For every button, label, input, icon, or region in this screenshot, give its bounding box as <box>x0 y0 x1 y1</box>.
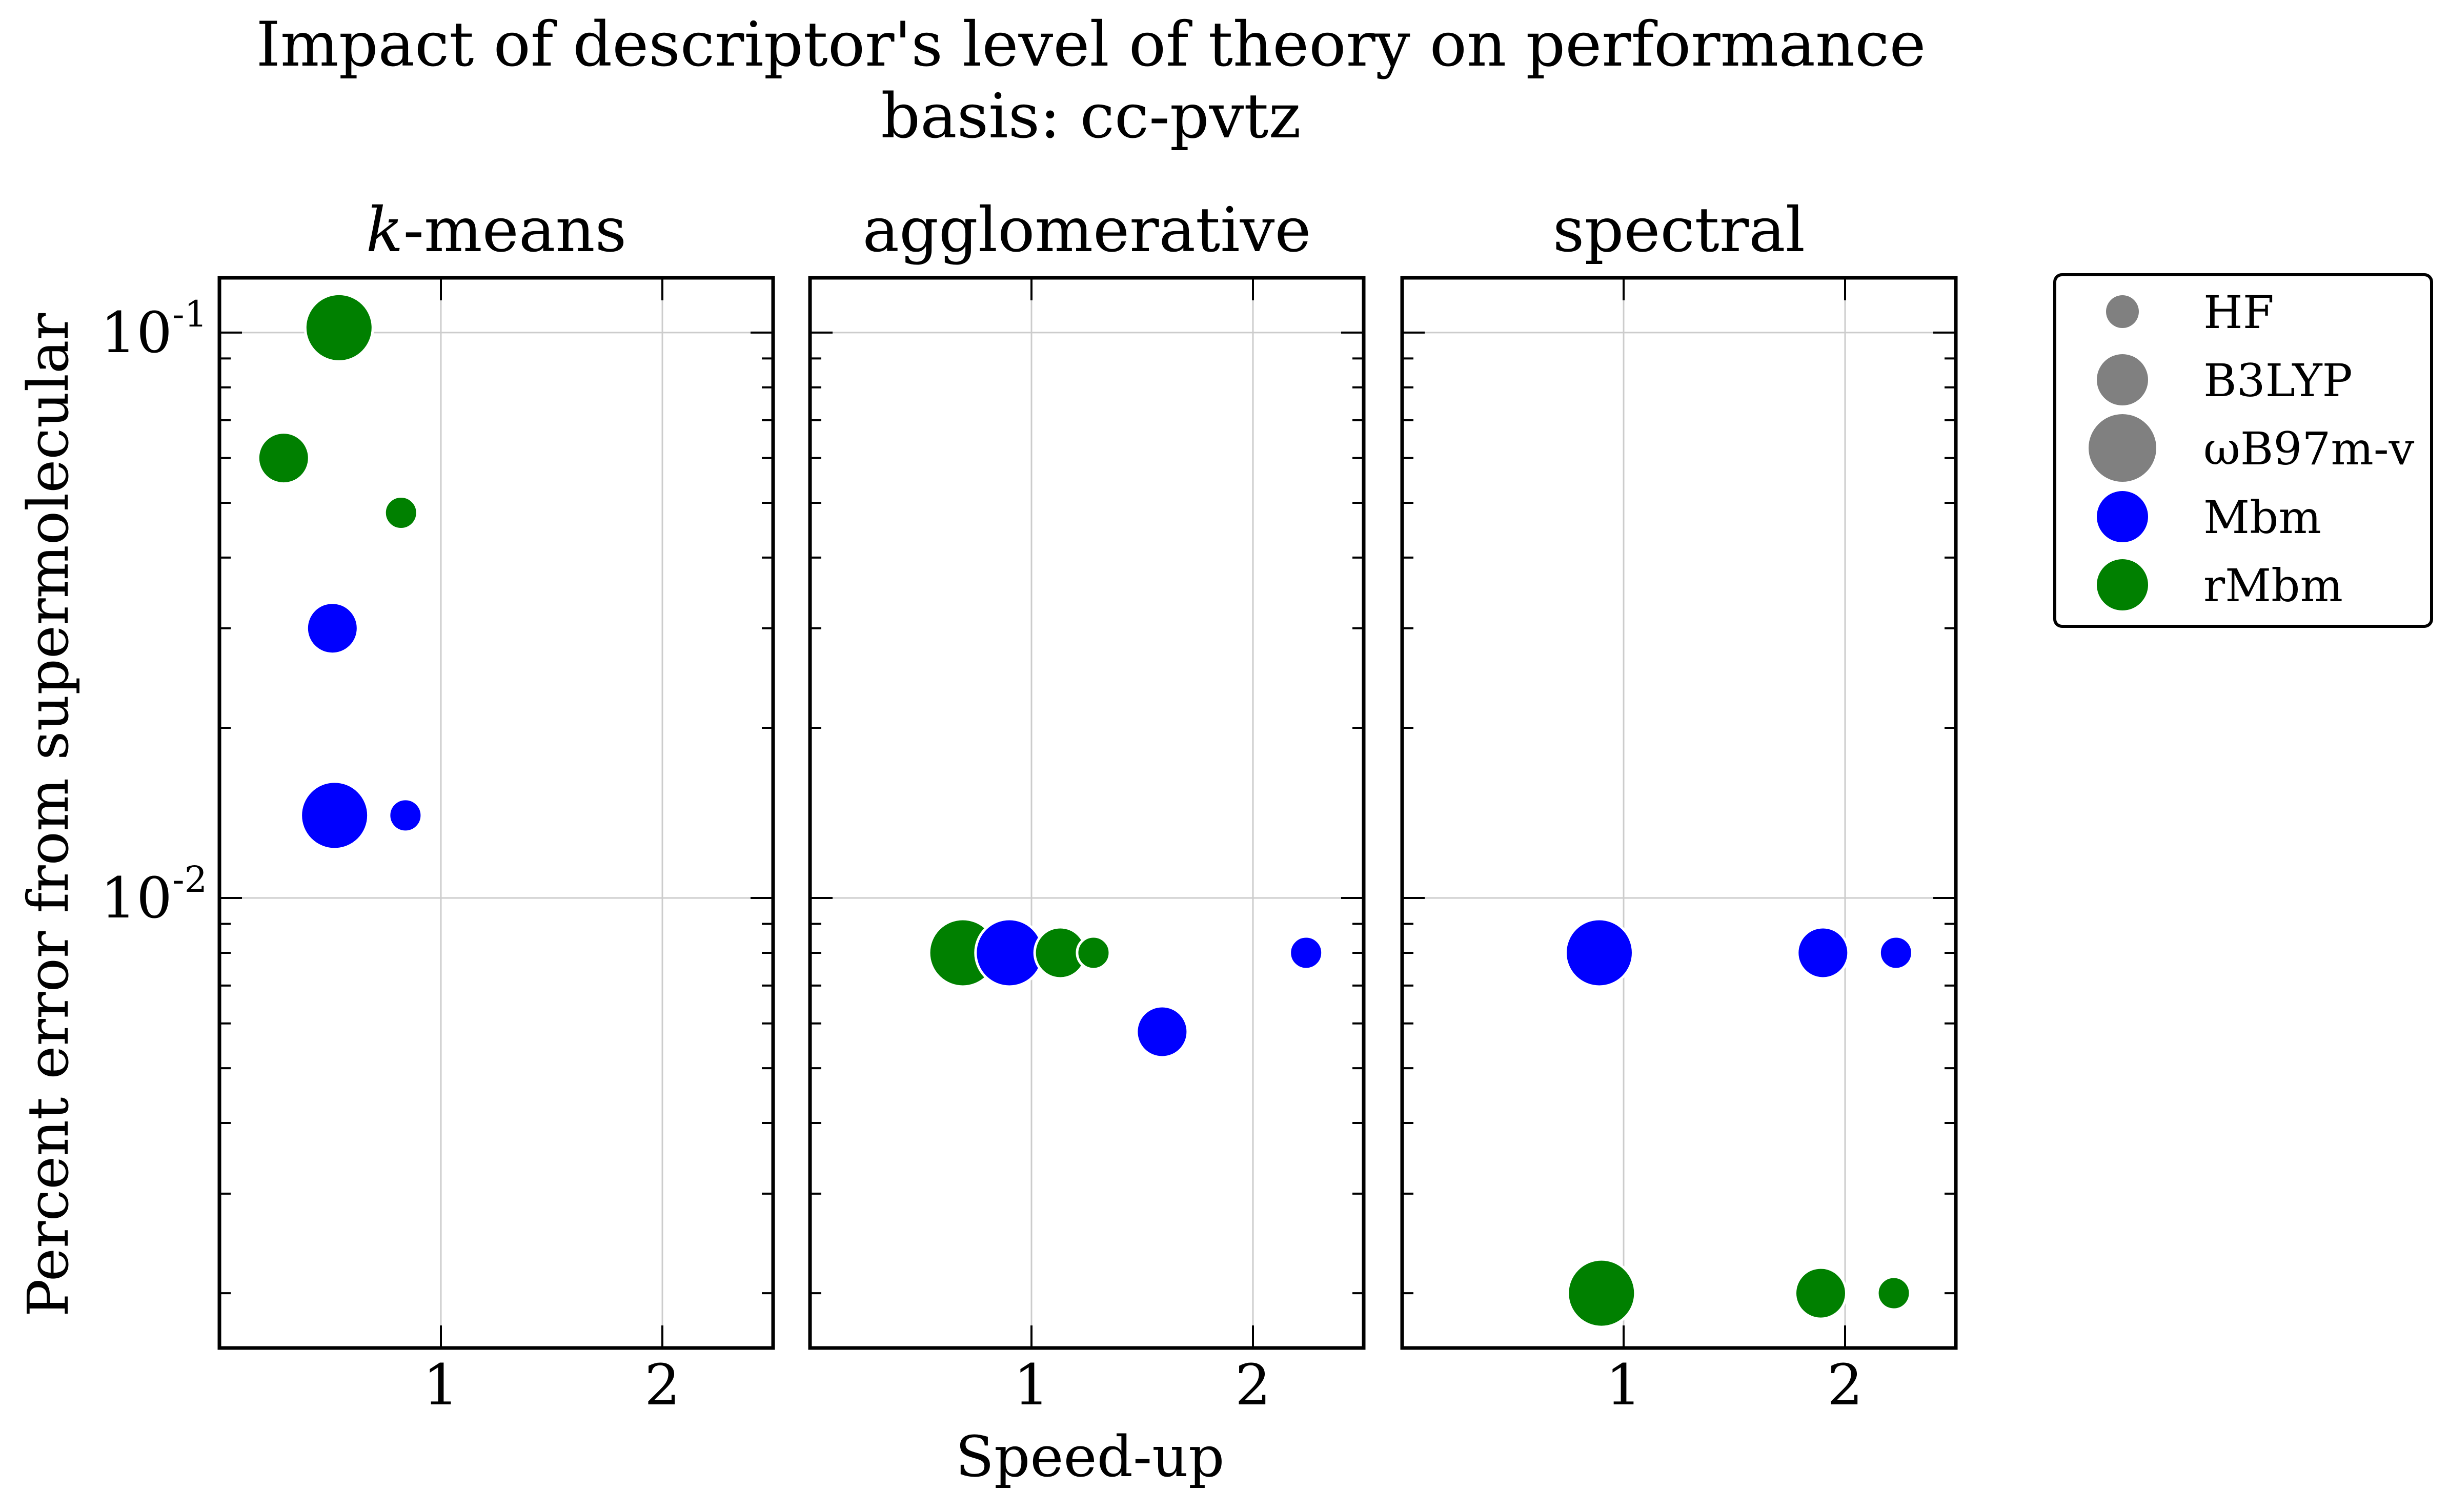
x-tick-label: 1 <box>1606 1352 1642 1418</box>
y-tick-label: 10-2 <box>100 859 207 931</box>
point-mbm-b3lyp <box>305 601 359 656</box>
panel-spectral: 1 2 spectral <box>1400 195 1958 1418</box>
x-tick-label: 1 <box>1014 1352 1049 1418</box>
point-mbm-hf <box>388 798 423 833</box>
legend-marker <box>2089 414 2156 482</box>
legend-label: rMbm <box>2203 559 2343 612</box>
panel-agglomerative: 1 2 agglomerative <box>808 195 1366 1418</box>
point-mbm-hf <box>1878 935 1914 971</box>
point-rmbm-hf <box>1876 1275 1912 1311</box>
point-mbm-b3lyp <box>1135 1005 1189 1059</box>
point-rmbm-hf <box>383 495 419 531</box>
point-rmbm-wb97m-v <box>303 292 374 363</box>
panel-title: k-means <box>366 195 626 266</box>
point-mbm-hf <box>1288 935 1324 971</box>
panel-frame <box>1400 276 1958 1350</box>
panel-frame <box>808 276 1366 1350</box>
legend-marker <box>2097 559 2148 610</box>
legend-label: Mbm <box>2203 491 2321 544</box>
point-mbm-b3lyp <box>1796 926 1850 980</box>
legend-marker <box>2097 354 2148 405</box>
chart-title: Impact of descriptor's level of theory o… <box>256 9 1926 80</box>
panel-title: spectral <box>1553 195 1805 266</box>
panel-title: agglomerative <box>863 195 1311 266</box>
x-tick-label: 2 <box>1827 1352 1863 1418</box>
chart-subtitle: basis: cc-pvtz <box>881 81 1301 152</box>
point-rmbm-hf <box>1076 935 1111 971</box>
point-mbm-wb97m-v <box>1564 917 1634 988</box>
point-mbm-wb97m-v <box>299 780 370 851</box>
x-tick-label: 1 <box>423 1352 459 1418</box>
point-rmbm-wb97m-v <box>1566 1258 1637 1329</box>
panel-frame <box>217 276 775 1350</box>
legend-marker <box>2097 491 2148 542</box>
legend-marker <box>2106 295 2139 328</box>
legend: HF B3LYP ωB97m-v Mbm rMbm <box>2053 273 2433 628</box>
point-rmbm-b3lyp <box>1793 1266 1848 1320</box>
y-axis-label: Percent error from supermolecular <box>15 313 81 1317</box>
point-rmbm-b3lyp <box>256 431 311 485</box>
legend-label: B3LYP <box>2203 354 2353 407</box>
x-axis-label: Speed-up <box>956 1424 1225 1489</box>
legend-box <box>2053 273 2433 628</box>
panel-kmeans: 1 2 10-1 10-2 k-means <box>100 195 775 1418</box>
x-tick-label: 2 <box>1235 1352 1271 1418</box>
legend-label: HF <box>2203 286 2274 339</box>
y-tick-label: 10-1 <box>100 293 207 365</box>
legend-label: ωB97m-v <box>2203 422 2415 475</box>
point-mbm-wb97m-v <box>974 917 1045 988</box>
x-tick-label: 2 <box>644 1352 680 1418</box>
